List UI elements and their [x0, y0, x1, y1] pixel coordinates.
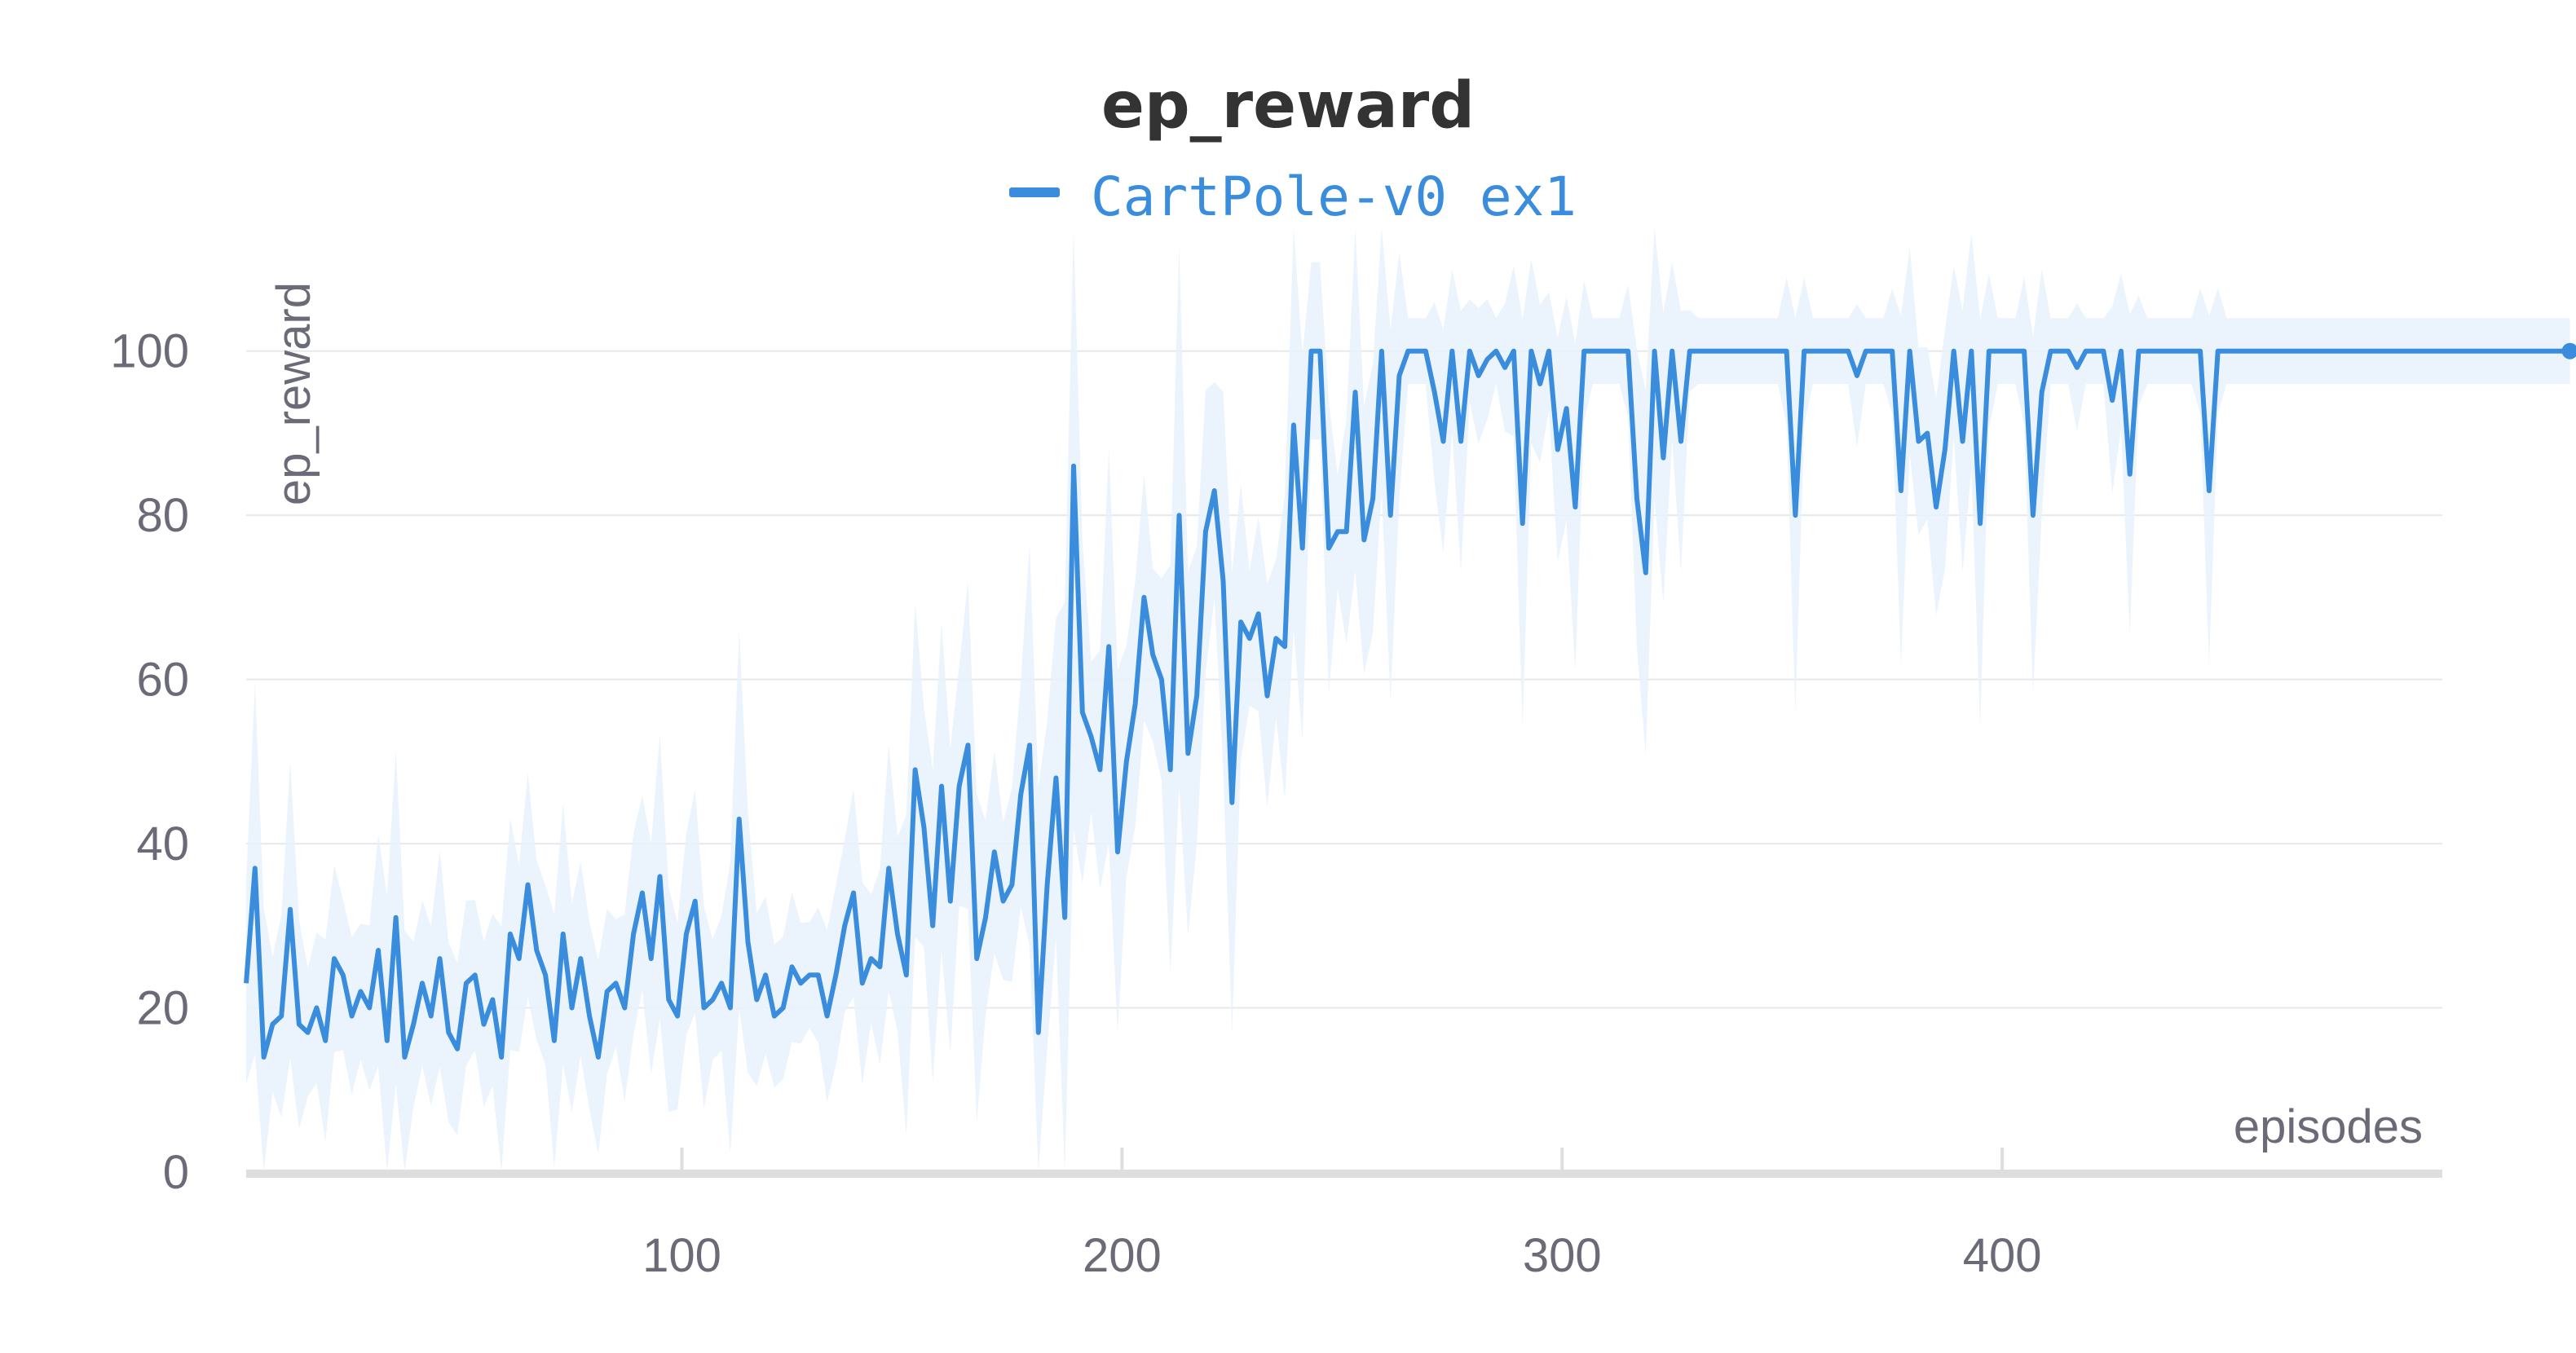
- chart-title: ep_reward: [1101, 69, 1475, 143]
- x-tick-label: 200: [1083, 1229, 1162, 1282]
- y-tick-label: 40: [136, 818, 189, 870]
- y-tick-label: 20: [136, 982, 189, 1035]
- legend[interactable]: CartPole-v0 ex1: [1009, 165, 1577, 228]
- y-tick-label: 100: [110, 325, 189, 378]
- x-tick-label: 300: [1523, 1229, 1602, 1282]
- y-axis-label: ep_reward: [267, 282, 320, 505]
- y-tick-label: 60: [136, 654, 189, 707]
- x-axis-label: episodes: [2234, 1100, 2423, 1153]
- x-tick-label: 100: [642, 1229, 721, 1282]
- series-end-point[interactable]: [2561, 342, 2576, 359]
- y-axis: 0 20 40 60 80 100: [110, 325, 189, 1199]
- legend-swatch: [1009, 187, 1060, 197]
- y-tick-label: 80: [136, 489, 189, 542]
- x-tick-label: 400: [1963, 1229, 2042, 1282]
- y-tick-label: 0: [163, 1146, 189, 1199]
- legend-series-name: CartPole-v0 ex1: [1091, 165, 1577, 228]
- series-line[interactable]: [244, 348, 2570, 1060]
- x-axis: 100 200 300 400: [642, 1148, 2042, 1282]
- confidence-band: [246, 227, 2570, 1173]
- grid: [246, 350, 2442, 1178]
